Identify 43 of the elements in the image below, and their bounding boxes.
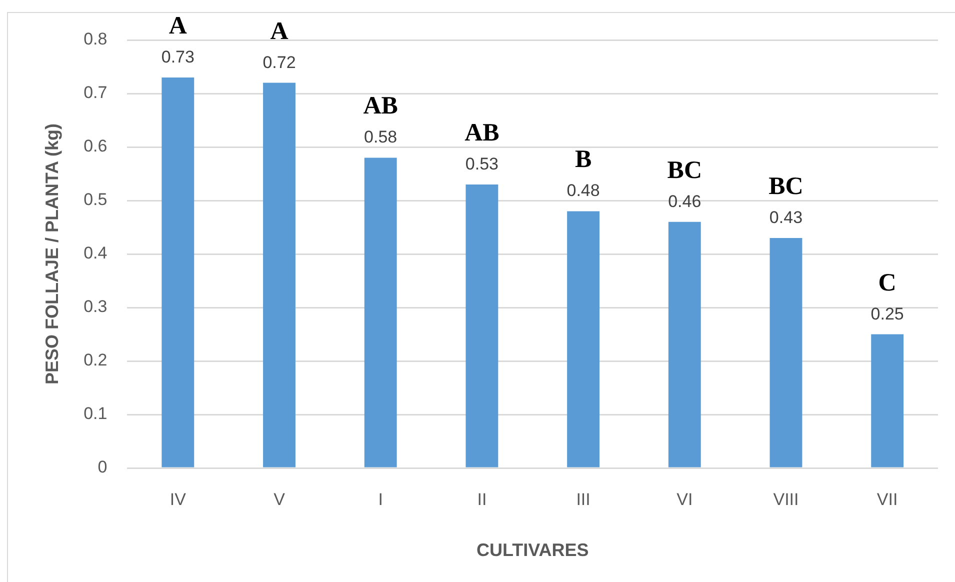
y-tick-label: 0.3 (84, 297, 108, 316)
x-tick-label: VIII (773, 490, 799, 509)
annotation: C (878, 269, 896, 296)
bar (263, 82, 296, 468)
x-tick-label: I (378, 490, 383, 509)
annotation: A (270, 18, 288, 45)
bar (364, 158, 397, 468)
x-tick-label: II (477, 490, 487, 509)
annotation: BC (768, 172, 804, 200)
bar (466, 184, 498, 468)
x-tick-label: IV (170, 490, 187, 509)
y-tick-label: 0.8 (84, 30, 108, 49)
y-tick-label: 0 (98, 458, 108, 477)
annotation: AB (363, 92, 398, 120)
y-axis-title: PESO FOLLAJE / PLANTA (kg) (42, 123, 62, 385)
annotation: B (574, 146, 592, 174)
y-tick-label: 0.1 (84, 404, 108, 424)
x-tick-label: V (274, 490, 286, 509)
annotation: AB (464, 119, 500, 146)
data-label: 0.43 (769, 208, 803, 227)
x-axis-title: CULTIVARES (476, 540, 589, 560)
y-tick-label: 0.4 (84, 244, 108, 263)
data-label: 0.48 (566, 181, 600, 200)
data-label: 0.25 (870, 304, 904, 324)
x-tick-label: VI (676, 490, 693, 509)
bar (668, 222, 701, 468)
data-label: 0.72 (262, 52, 296, 72)
data-label: 0.73 (161, 47, 194, 66)
bar (162, 77, 194, 468)
y-tick-label: 0.7 (84, 83, 108, 102)
data-label: 0.46 (668, 192, 702, 211)
data-label: 0.53 (465, 154, 498, 174)
annotation: BC (667, 156, 702, 184)
x-tick-label: VII (876, 490, 898, 509)
x-tick-label: III (576, 490, 590, 509)
annotation: A (168, 12, 187, 40)
bar (871, 334, 904, 468)
bar (770, 238, 802, 468)
y-tick-label: 0.2 (84, 350, 108, 370)
data-label: 0.58 (364, 128, 398, 147)
y-tick-label: 0.5 (84, 190, 108, 210)
y-tick-label: 0.6 (84, 136, 108, 156)
bar (567, 211, 600, 468)
